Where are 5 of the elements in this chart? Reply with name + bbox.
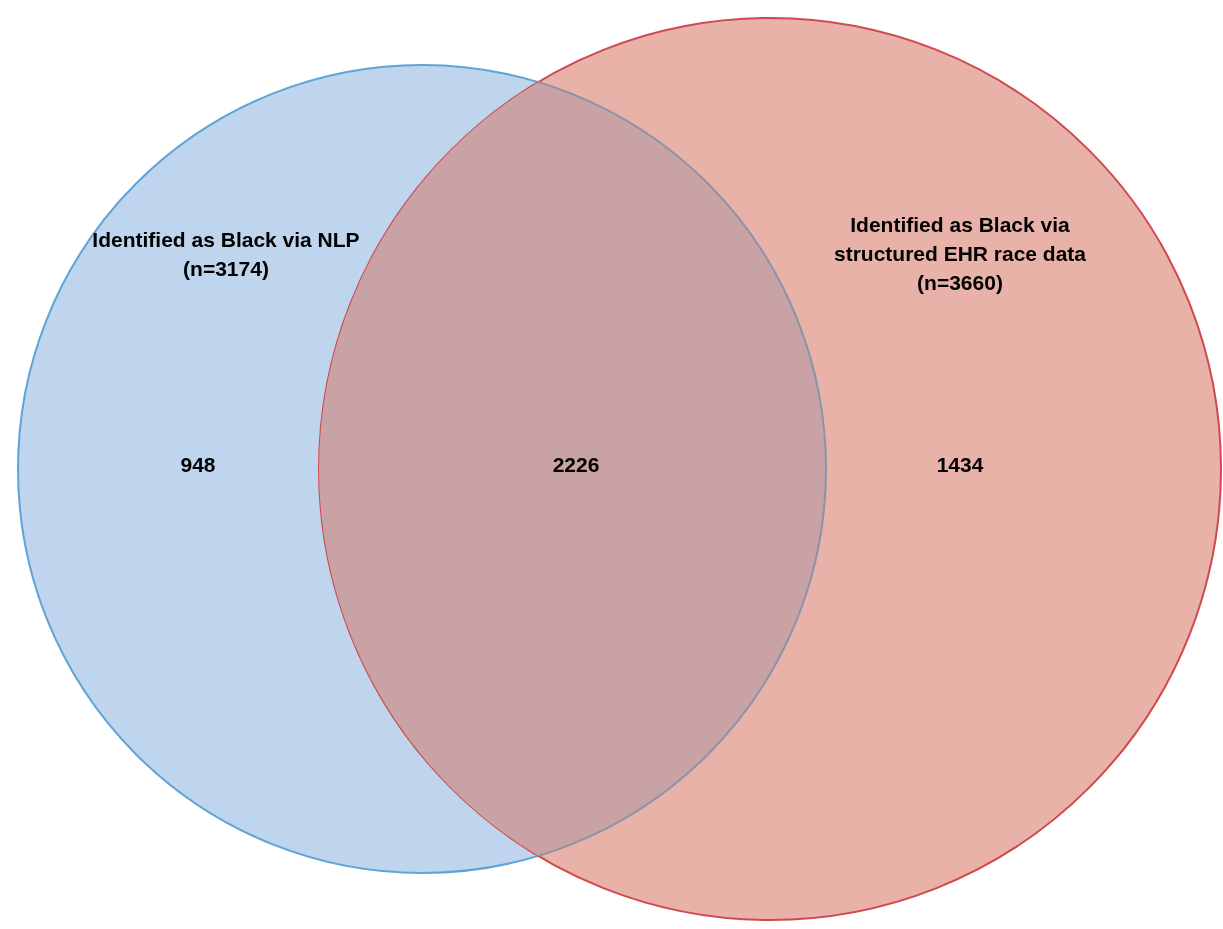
text: Identified as Black via structured EHR race data (n=3660) — [833, 213, 1087, 294]
data-label: 948 — [180, 452, 216, 476]
text: Identified as Black via NLP (n=3174) — [92, 228, 360, 280]
data-label: 2226 — [552, 452, 600, 476]
data-label: 1434 — [936, 452, 984, 476]
